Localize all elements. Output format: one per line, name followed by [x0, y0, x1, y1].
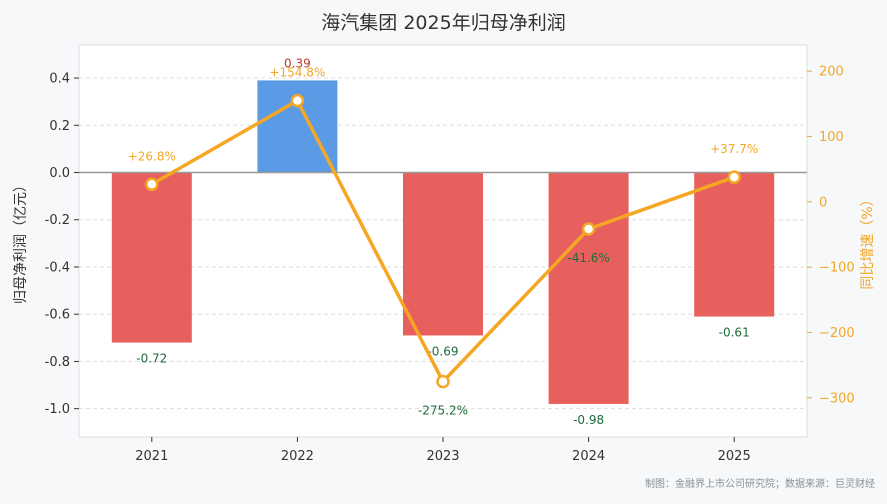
growth-point: [145, 177, 159, 192]
bar-value-label: -0.98: [573, 413, 604, 427]
growth-point: [581, 222, 596, 236]
x-tick-label: 2022: [281, 449, 314, 464]
y-tick-label: -0.8: [45, 355, 70, 370]
y-tick-label: -1.0: [45, 402, 70, 417]
y-tick-label: 0.4: [49, 72, 70, 87]
bar: [111, 172, 192, 343]
bar: [403, 172, 483, 336]
growth-point: [290, 93, 305, 108]
bar: [694, 172, 775, 317]
growth-value-label: +26.8%: [128, 149, 176, 163]
x-tick-label: 2023: [426, 449, 459, 464]
bar-value-label: -0.72: [136, 352, 167, 366]
y-right-tick-label: 0: [819, 195, 827, 210]
x-tick-label: 2024: [572, 449, 605, 464]
bar-value-label: -0.69: [427, 344, 458, 358]
bar-value-label: -0.61: [719, 326, 750, 340]
y-right-tick-label: −300: [819, 391, 855, 406]
y-tick-label: -0.4: [45, 260, 70, 275]
bar: [548, 172, 629, 404]
chart-title: 海汽集团 2025年归母净利润: [321, 12, 566, 34]
x-tick-label: 2025: [718, 449, 751, 464]
y-right-tick-label: 100: [819, 130, 844, 145]
x-tick-label: 2021: [135, 449, 168, 464]
growth-point: [436, 374, 450, 389]
y-right-tick-label: −200: [819, 326, 855, 341]
y-tick-label: -0.6: [45, 308, 70, 323]
growth-value-label: -275.2%: [418, 404, 468, 418]
growth-value-label: -41.6%: [567, 251, 609, 265]
growth-value-label: +37.7%: [710, 142, 758, 156]
y-axis-title: 归母净利润（亿元）: [12, 178, 29, 304]
growth-value-label: +154.8%: [269, 66, 325, 80]
bar-value-label: 0.39: [284, 56, 311, 70]
y-tick-label: 0.2: [49, 119, 70, 134]
growth-point: [727, 170, 741, 184]
y-tick-label: -0.2: [45, 213, 70, 228]
y-right-tick-label: 200: [819, 65, 844, 80]
chart-source: 制图：金融界上市公司研究院；数据来源：巨灵财经: [645, 479, 875, 490]
y-right-tick-label: −100: [819, 261, 855, 276]
y-tick-label: 0.0: [49, 166, 70, 181]
y-right-axis-title: 同比增速（%）: [860, 192, 876, 289]
